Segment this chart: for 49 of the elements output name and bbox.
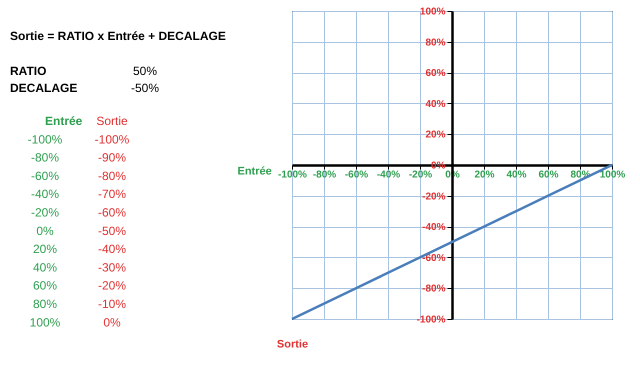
text: -60% xyxy=(98,206,126,220)
x-tick-label: -40% xyxy=(376,170,400,180)
y-tick-label: 100% xyxy=(420,6,446,18)
y-tick-label: -80% xyxy=(422,284,446,295)
text: -90% xyxy=(98,150,126,165)
y-tick-label: -100% xyxy=(416,314,446,326)
text: DECALAGE xyxy=(10,81,78,95)
text: -50% xyxy=(98,224,126,238)
text: -100% xyxy=(28,132,63,146)
x-tick-label: 60% xyxy=(538,170,559,180)
text: RATIO xyxy=(10,64,46,78)
text: 50% xyxy=(132,64,158,78)
x-tick-label: -60% xyxy=(344,170,368,180)
x-tick-label: 100% xyxy=(600,170,626,180)
text: -30% xyxy=(98,260,126,274)
text: -80% xyxy=(30,150,60,165)
text: -40% xyxy=(30,187,60,202)
x-axis-title: Entrée xyxy=(238,166,272,178)
text: 80% xyxy=(32,297,58,311)
y-tick-label: -20% xyxy=(422,191,446,202)
x-tick-label: 20% xyxy=(474,170,495,180)
text: Sortie xyxy=(96,114,128,128)
y-tick-label: 20% xyxy=(425,130,446,141)
y-tick-label: -40% xyxy=(422,222,446,234)
text: -70% xyxy=(98,187,126,202)
text: Entrée xyxy=(45,114,82,128)
text: Sortie = RATIO x Entrée + DECALAGE xyxy=(10,29,226,43)
text: 60% xyxy=(32,278,58,293)
text: 20% xyxy=(32,242,58,256)
text: 0% xyxy=(36,224,54,238)
x-tick-label: -100% xyxy=(278,170,308,180)
y-tick-label: 60% xyxy=(425,68,446,80)
text: -100% xyxy=(94,132,130,146)
text: 0% xyxy=(103,315,121,330)
text: 40% xyxy=(32,260,58,274)
x-tick-label: -20% xyxy=(408,170,432,180)
y-axis-title: Sortie xyxy=(276,338,308,350)
y-tick-label: 80% xyxy=(425,37,446,48)
x-tick-label: 40% xyxy=(506,170,527,180)
text: -20% xyxy=(98,278,126,293)
text: -20% xyxy=(30,206,60,220)
x-tick-label: -80% xyxy=(312,170,336,180)
text: -10% xyxy=(98,297,126,311)
text: -40% xyxy=(98,242,126,256)
y-tick-label: -60% xyxy=(422,252,446,264)
y-tick-label: 40% xyxy=(425,98,446,110)
y-tick-label: 0% xyxy=(431,160,446,172)
text: 100% xyxy=(30,315,61,330)
text: -50% xyxy=(130,81,160,95)
